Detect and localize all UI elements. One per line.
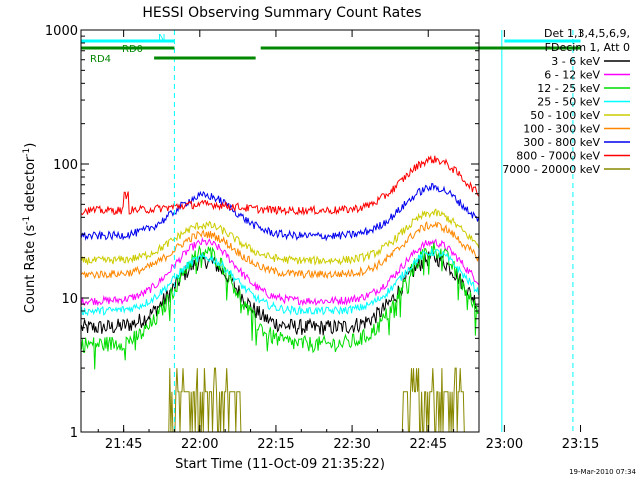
series-line-8	[81, 154, 479, 216]
y-axis-label: Count Rate (s-1 detector-1)	[22, 143, 38, 314]
x-axis-label: Start Time (11-Oct-09 21:35:22)	[175, 457, 385, 472]
series-line-3	[81, 242, 479, 370]
legend-label-4: 25 - 50 keV	[537, 96, 600, 109]
legend-label-3: 12 - 25 keV	[537, 82, 600, 95]
plot-area	[81, 154, 479, 432]
flag-n-label: N	[158, 33, 165, 44]
flag-rd0-label: RD0	[122, 44, 143, 55]
x-tick-label-5: 22:45	[410, 437, 447, 452]
x-tick-label-4: 22:30	[333, 437, 370, 452]
legend-label-5: 50 - 100 keV	[530, 109, 600, 122]
legend-header-line-2: FDecim 1, Att 0	[545, 41, 630, 54]
y-tick-label-4: 1000	[45, 24, 78, 39]
y-tick-label-3: 100	[53, 158, 78, 173]
series-line-4	[81, 248, 479, 317]
legend-label-6: 100 - 300 keV	[523, 123, 600, 136]
x-tick-label-1: 21:45	[105, 437, 142, 452]
series-line-7	[81, 182, 479, 242]
legend-label-9: 7000 - 20000 keV	[502, 163, 600, 176]
legend-label-2: 6 - 12 keV	[544, 69, 600, 82]
y-tick-label-2: 10	[61, 292, 78, 307]
flag-rd4-label: RD4	[90, 54, 111, 65]
y-axis-label-sup: -1	[22, 216, 32, 225]
observing-flags: N RD0 RD4	[81, 33, 581, 65]
series-line-1	[81, 249, 479, 336]
legend: Det 1,3,4,5,6,9, FDecim 1, Att 0 3 - 6 k…	[502, 27, 630, 176]
series-line-6	[81, 220, 479, 280]
legend-header-line-1: Det 1,3,4,5,6,9,	[544, 27, 630, 40]
y-axis-label-mid: detector	[23, 156, 38, 216]
footer-timestamp: 19-Mar-2010 07:34	[569, 468, 636, 476]
series-line-5	[81, 208, 479, 266]
x-tick-label-7: 23:15	[562, 437, 599, 452]
legend-label-7: 300 - 800 keV	[523, 136, 600, 149]
chart-title: HESSI Observing Summary Count Rates	[142, 5, 421, 21]
x-tick-label-2: 22:00	[181, 437, 218, 452]
y-axis-label-main: Count Rate (s	[23, 225, 38, 314]
y-tick-label-1: 1	[70, 426, 78, 441]
plot-frame	[80, 29, 480, 433]
y-axis-label-sup2: -1	[22, 148, 32, 157]
y-axis-label-end: )	[23, 143, 38, 148]
legend-label-8: 800 - 7000 keV	[516, 150, 600, 163]
x-tick-label-3: 22:15	[257, 437, 294, 452]
x-tick-label-6: 23:00	[486, 437, 523, 452]
legend-label-1: 3 - 6 keV	[551, 55, 600, 68]
series-line-2	[81, 236, 479, 307]
axes: 21:45 22:00 22:15 22:30 22:45 23:00 23:15 1 10 10…	[45, 24, 599, 452]
